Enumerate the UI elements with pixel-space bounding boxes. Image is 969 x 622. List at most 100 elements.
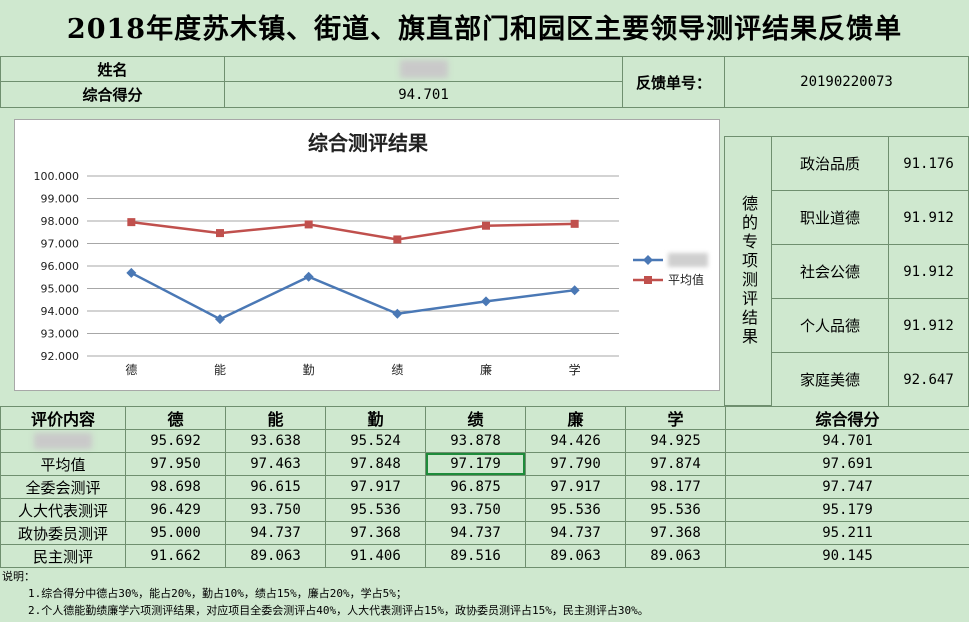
cell-neng[interactable]: 97.463: [225, 452, 326, 476]
name-value-cell[interactable]: [224, 56, 623, 82]
data-point: [481, 296, 491, 307]
cell-qin[interactable]: 97.917: [325, 475, 426, 499]
cell-de[interactable]: 91.662: [125, 544, 226, 568]
series-line-0: [130, 271, 575, 321]
cell-neng[interactable]: 93.750: [225, 498, 326, 522]
virtue-group-label-cell: 德的专项测评结果: [724, 136, 772, 406]
cell-ji[interactable]: 94.737: [425, 521, 526, 545]
y-tick-label: 95.000: [41, 283, 80, 296]
y-tick-label: 92.000: [41, 350, 80, 363]
x-tick-label: 德: [125, 362, 137, 377]
cell-xue[interactable]: 94.925: [625, 429, 726, 453]
cell-xue[interactable]: 97.368: [625, 521, 726, 545]
data-point: [126, 267, 137, 278]
cell-ji[interactable]: 97.179: [425, 452, 526, 476]
virtue-item-label: 个人品德: [771, 298, 889, 353]
note-line-2: 2.个人德能勤绩廉学六项测评结果，对应项目全委会测评占40%，人大代表测评占15…: [28, 604, 649, 617]
cell-xue[interactable]: 97.874: [625, 452, 726, 476]
chart-grid: [87, 175, 619, 357]
virtue-item-label: 社会公德: [771, 244, 889, 299]
notes-heading: 说明：: [2, 570, 35, 583]
cell-neng[interactable]: 96.615: [225, 475, 326, 499]
header-ji: 绩: [425, 406, 526, 430]
header-qin: 勤: [325, 406, 426, 430]
chart-series: [126, 218, 580, 325]
y-tick-label: 98.000: [41, 215, 80, 228]
virtue-item-value[interactable]: 92.647: [888, 352, 969, 407]
header-xue: 学: [625, 406, 726, 430]
cell-de[interactable]: 97.950: [125, 452, 226, 476]
data-point: [215, 314, 225, 325]
cell-de[interactable]: 95.000: [125, 521, 226, 545]
chart-title: 综合测评结果: [308, 131, 428, 155]
header-evaluation-item: 评价内容: [0, 406, 126, 430]
cell-neng[interactable]: 93.638: [225, 429, 326, 453]
cell-xue[interactable]: 89.063: [625, 544, 726, 568]
chart-area[interactable]: 综合测评结果 92.000 93.000 94.000 95.000 96.000 97.…: [14, 119, 720, 391]
cell-total[interactable]: 90.145: [725, 544, 969, 568]
cell-lian[interactable]: 89.063: [525, 544, 626, 568]
row-label[interactable]: 人大代表测评: [0, 498, 126, 522]
virtue-item-value[interactable]: 91.176: [888, 136, 969, 191]
cell-ji[interactable]: 93.750: [425, 498, 526, 522]
line-chart: 综合测评结果 92.000 93.000 94.000 95.000 96.000 97.…: [34, 131, 708, 377]
legend-redacted-name: [668, 253, 708, 267]
score-value[interactable]: 94.701: [224, 81, 623, 108]
cell-de[interactable]: 95.692: [125, 429, 226, 453]
row-label[interactable]: 平均值: [0, 452, 126, 476]
note-line-1: 1.综合得分中德占30%，能占20%，勤占10%，绩占15%，廉占20%，学占5…: [28, 587, 407, 600]
name-label: 姓名: [0, 56, 225, 82]
feedback-no-value[interactable]: 20190220073: [724, 56, 969, 108]
cell-lian[interactable]: 95.536: [525, 498, 626, 522]
series-line-1: [131, 220, 575, 241]
virtue-group-label: 德的专项测评结果: [739, 195, 758, 347]
cell-lian[interactable]: 97.790: [525, 452, 626, 476]
cell-neng[interactable]: 94.737: [225, 521, 326, 545]
chart-legend: 平均值: [633, 253, 708, 287]
redacted-name: [34, 433, 92, 449]
data-point: [304, 220, 313, 229]
virtue-item-label: 家庭美德: [771, 352, 889, 407]
row-label[interactable]: 全委会测评: [0, 475, 126, 499]
cell-ji[interactable]: 89.516: [425, 544, 526, 568]
virtue-item-value[interactable]: 91.912: [888, 244, 969, 299]
data-point: [569, 285, 580, 296]
row-label[interactable]: 政协委员测评: [0, 521, 126, 545]
data-point: [216, 229, 224, 238]
data-point: [482, 221, 490, 230]
y-tick-label: 93.000: [41, 328, 80, 341]
cell-ji[interactable]: 93.878: [425, 429, 526, 453]
row-label[interactable]: 民主测评: [0, 544, 126, 568]
cell-total[interactable]: 94.701: [725, 429, 969, 453]
row-label[interactable]: [0, 429, 126, 453]
virtue-item-value[interactable]: 91.912: [888, 190, 969, 245]
score-label: 综合得分: [0, 81, 225, 108]
legend-marker: [644, 276, 652, 284]
header-neng: 能: [225, 406, 326, 430]
virtue-item-label: 职业道德: [771, 190, 889, 245]
cell-de[interactable]: 96.429: [125, 498, 226, 522]
virtue-item-value[interactable]: 91.912: [888, 298, 969, 353]
cell-de[interactable]: 98.698: [125, 475, 226, 499]
x-tick-label: 学: [569, 362, 581, 377]
cell-xue[interactable]: 95.536: [625, 498, 726, 522]
cell-lian[interactable]: 94.426: [525, 429, 626, 453]
cell-neng[interactable]: 89.063: [225, 544, 326, 568]
cell-qin[interactable]: 97.368: [325, 521, 426, 545]
cell-qin[interactable]: 95.536: [325, 498, 426, 522]
cell-lian[interactable]: 97.917: [525, 475, 626, 499]
cell-total[interactable]: 97.691: [725, 452, 969, 476]
cell-total[interactable]: 97.747: [725, 475, 969, 499]
cell-ji[interactable]: 96.875: [425, 475, 526, 499]
cell-qin[interactable]: 95.524: [325, 429, 426, 453]
y-tick-label: 94.000: [41, 305, 80, 318]
cell-qin[interactable]: 97.848: [325, 452, 426, 476]
cell-total[interactable]: 95.211: [725, 521, 969, 545]
cell-lian[interactable]: 94.737: [525, 521, 626, 545]
legend-label: 平均值: [668, 272, 704, 287]
cell-xue[interactable]: 98.177: [625, 475, 726, 499]
header-lian: 廉: [525, 406, 626, 430]
cell-total[interactable]: 95.179: [725, 498, 969, 522]
cell-qin[interactable]: 91.406: [325, 544, 426, 568]
header-total: 综合得分: [725, 406, 969, 430]
